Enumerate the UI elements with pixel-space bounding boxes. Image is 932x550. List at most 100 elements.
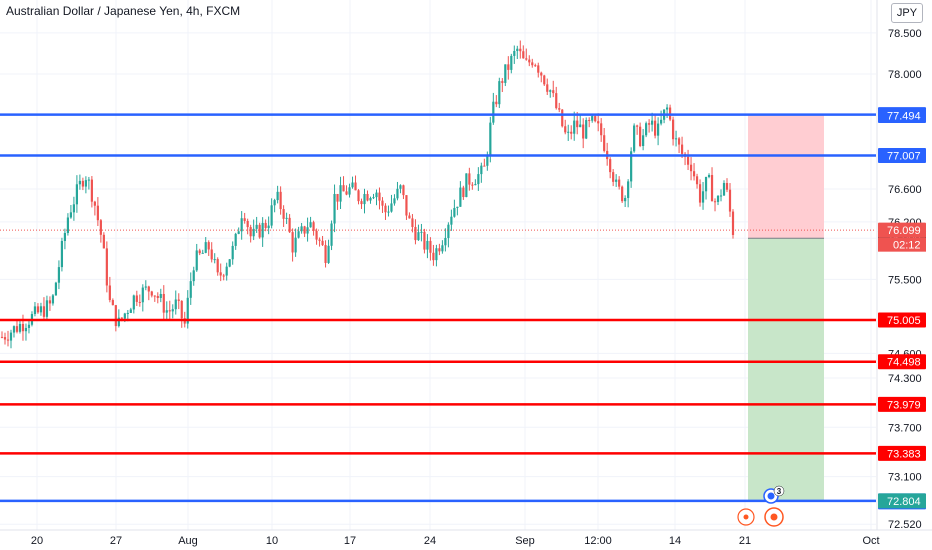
candle-body	[279, 191, 282, 210]
candle-body	[588, 120, 591, 122]
event-markers[interactable]: 3	[737, 485, 785, 527]
candle-body	[654, 120, 657, 136]
candle-body	[75, 184, 78, 205]
time-tick-label: 12:00	[584, 535, 612, 547]
candle-body	[351, 182, 354, 188]
candle-body	[498, 81, 501, 105]
candle-body	[713, 201, 717, 203]
time-tick-label: Sep	[515, 535, 535, 547]
candle-body	[345, 191, 348, 195]
candle-body	[162, 293, 165, 313]
candle-body	[585, 120, 588, 139]
candle-body	[719, 195, 723, 197]
candle-body	[659, 119, 663, 124]
candle-body	[225, 266, 228, 276]
candle-body	[6, 339, 10, 341]
candle-body	[420, 231, 423, 233]
price-tick-label: 74.300	[888, 373, 922, 385]
currency-button[interactable]: JPY	[891, 3, 923, 23]
candle-body	[141, 287, 144, 303]
candle-body	[285, 217, 288, 219]
candle-body	[674, 138, 678, 140]
candle-body	[594, 116, 597, 122]
candle-body	[408, 215, 411, 219]
time-axis-ticks: 20 27 Aug 10 17 24 Sep 12:00 14 21 Oct	[31, 535, 880, 547]
candle-body	[600, 123, 603, 136]
candle-body	[651, 120, 654, 125]
candle-body	[15, 326, 19, 332]
candle-body	[150, 291, 153, 296]
horizontal-levels[interactable]	[0, 113, 876, 503]
candle-body	[621, 186, 624, 202]
candle-body	[18, 323, 22, 332]
candle-body	[177, 299, 180, 301]
candle-body	[447, 224, 450, 238]
candle-body	[120, 317, 123, 319]
candle-body	[561, 109, 564, 127]
level-tag-background	[878, 445, 926, 461]
candle-body	[510, 55, 513, 70]
candle-body	[111, 300, 114, 306]
candle-body	[492, 101, 495, 123]
candle-body	[12, 326, 16, 333]
candle-body	[288, 217, 291, 233]
price-tick-label: 78.000	[888, 69, 922, 81]
candle-body	[534, 65, 537, 67]
candle-body	[54, 282, 58, 296]
candle-body	[321, 240, 324, 246]
candle-body	[540, 72, 543, 76]
candle-body	[489, 122, 492, 155]
candle-body	[201, 252, 204, 254]
candle-body	[507, 64, 510, 70]
candle-body	[96, 205, 99, 221]
candle-body	[51, 295, 55, 304]
candle-body	[552, 90, 555, 94]
candle-body	[297, 231, 300, 238]
price-tick-label: 73.700	[888, 422, 922, 434]
candle-body	[698, 184, 702, 203]
stop-tag-background	[878, 108, 926, 124]
event-count: 3	[777, 487, 782, 496]
price-axis-background[interactable]	[877, 0, 932, 530]
candle-body	[603, 135, 606, 151]
candle-body	[384, 205, 387, 213]
candle-body	[525, 58, 528, 60]
candle-body	[429, 240, 432, 253]
candle-body	[219, 272, 222, 276]
candle-body	[327, 245, 330, 263]
candles	[0, 40, 735, 349]
candle-body	[261, 222, 264, 238]
candle-body	[63, 232, 67, 241]
candle-body	[330, 223, 333, 246]
candle-body	[480, 165, 483, 175]
candle-body	[357, 190, 360, 202]
earnings-event-dot	[770, 513, 778, 521]
candle-body	[294, 237, 297, 253]
candle-body	[642, 135, 645, 147]
candle-body	[273, 200, 276, 206]
candle-body	[558, 108, 561, 110]
candle-body	[48, 300, 52, 304]
event-count-badge	[773, 485, 785, 497]
dividend-event-dot	[743, 514, 749, 520]
candle-body	[138, 301, 141, 303]
candle-body	[528, 59, 531, 63]
candle-body	[564, 126, 567, 133]
candle-body	[267, 225, 270, 229]
candle-body	[381, 200, 384, 206]
candle-body	[680, 144, 684, 154]
candle-body	[689, 164, 693, 172]
candle-body	[354, 182, 357, 191]
candle-body	[3, 337, 7, 340]
candle-body	[453, 207, 456, 217]
candle-body	[144, 286, 147, 288]
candle-body	[186, 297, 189, 324]
candle-body	[81, 180, 84, 187]
candle-body	[249, 227, 252, 237]
candle-body	[336, 193, 339, 202]
candle-body	[237, 231, 240, 234]
candle-body	[180, 300, 183, 319]
candle-body	[156, 295, 159, 298]
candle-body	[360, 201, 363, 205]
